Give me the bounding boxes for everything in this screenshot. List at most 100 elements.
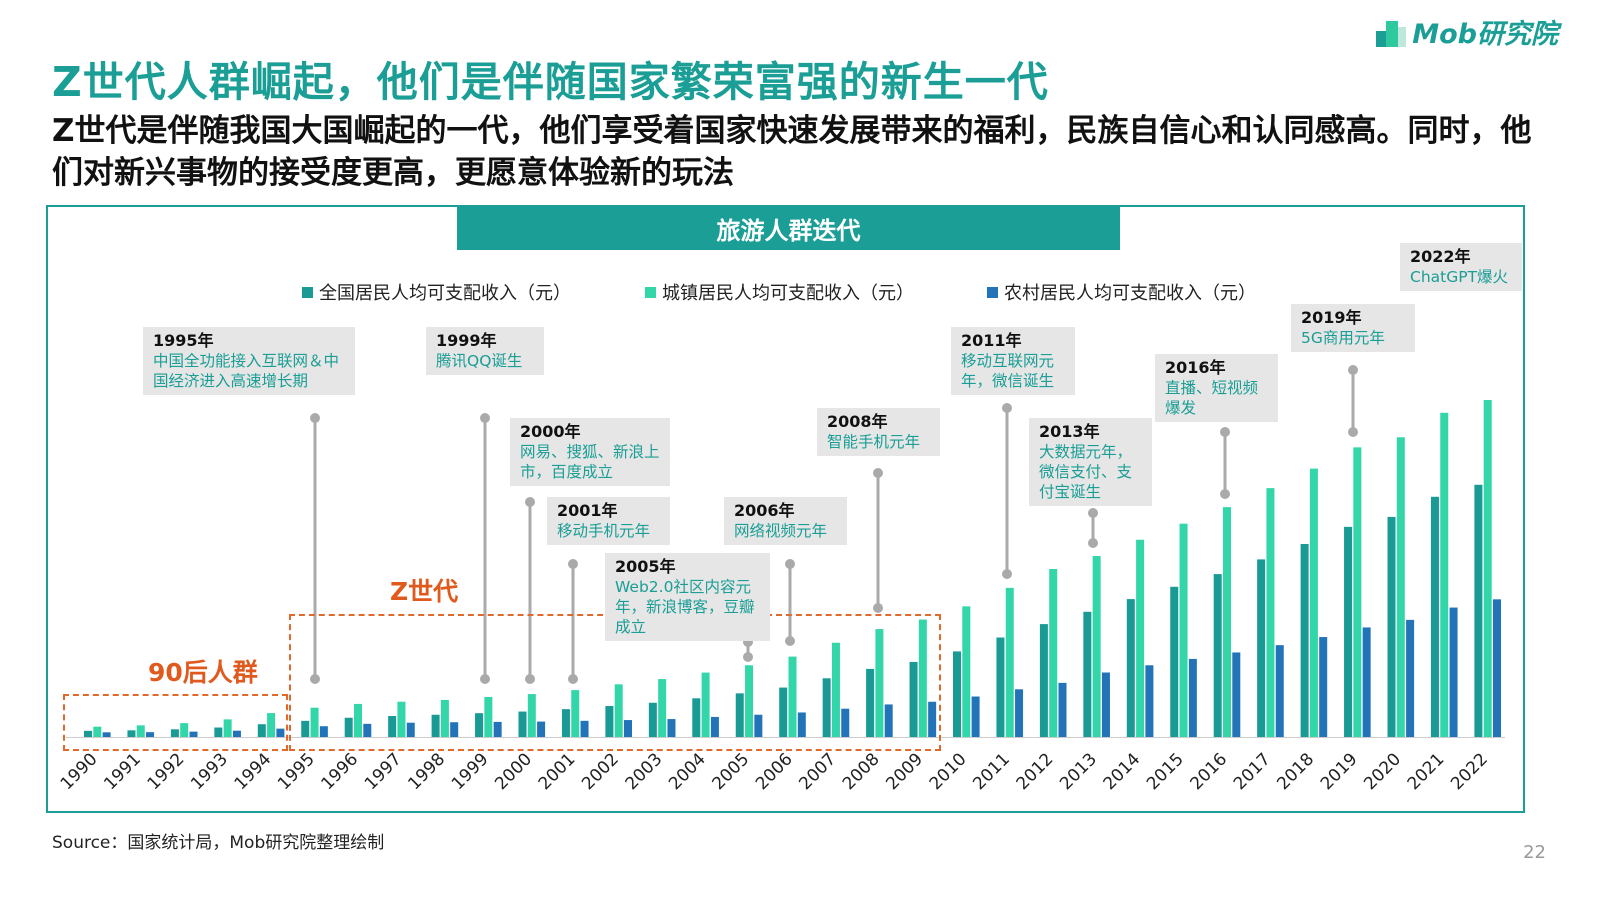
bar-rural-1991 [146,732,155,737]
pointer-dot [1088,508,1098,518]
bar-urban-2004 [701,672,710,737]
bar-urban-2022 [1483,400,1492,737]
bar-national-2007 [822,678,831,737]
bar-national-2005 [735,693,744,737]
x-tick-label: 2000 [491,749,536,794]
bar-national-2011 [996,637,1005,737]
annotation-text: 网易、搜狐、新浪上市，百度成立 [520,443,660,481]
bar-urban-1997 [397,701,406,737]
pointer-dot [1220,489,1230,499]
bar-rural-2022 [1493,599,1501,737]
bar-urban-2019 [1353,447,1362,737]
annotation-2011: 2011年 移动互联网元年，微信诞生 [951,327,1075,395]
annotation-text: 腾讯QQ诞生 [436,352,523,370]
bar-national-1996 [344,717,353,737]
bar-rural-2017 [1275,645,1284,737]
annotation-year: 2001年 [557,501,618,520]
group-label-90s: 90后人群 [148,658,258,687]
annotation-2019: 2019年 5G商用元年 [1291,304,1415,352]
x-tick-label: 2006 [752,749,797,794]
annotation-text: ChatGPT爆火 [1410,268,1509,286]
page-number: 22 [1523,842,1546,863]
pointer-dot [1088,538,1098,548]
bar-urban-1993 [223,719,232,737]
bar-national-2020 [1387,516,1396,737]
annotation-text: 移动手机元年 [557,522,651,540]
x-tick-label: 2011 [969,749,1014,794]
page-subtitle: Z世代是伴随我国大国崛起的一代，他们享受着国家快速发展带来的福利，民族自信心和认… [52,113,1532,191]
bar-national-1993 [214,727,223,737]
logo: Mob研究院 [1374,12,1558,51]
annotation-year: 2019年 [1301,308,1362,327]
bar-urban-1991 [136,725,145,737]
x-tick-label: 2016 [1186,749,1231,794]
bar-urban-2021 [1440,412,1449,737]
bar-rural-2004 [710,716,719,737]
group-label-gen-z: Z世代 [390,577,459,606]
bar-national-1992 [170,729,179,737]
bar-urban-2002 [614,684,623,737]
bar-rural-1994 [276,728,285,737]
page-title: Z世代人群崛起，他们是伴随国家繁荣富强的新生一代 [52,58,1049,106]
chart-title: 旅游人群迭代 [457,207,1120,250]
x-tick-label: 2014 [1100,749,1145,794]
bar-rural-2005 [754,714,763,737]
bar-urban-2015 [1179,523,1188,737]
x-tick-label: 2013 [1056,749,1101,794]
bar-national-2013 [1083,611,1092,737]
annotation-1995: 1995年 中国全功能接入互联网＆中国经济进入高速增长期 [143,327,355,395]
pointer-dot [785,559,795,569]
pointer-dot [785,636,795,646]
bar-national-2008 [866,668,875,737]
x-tick-label: 1997 [361,749,406,794]
bar-urban-2020 [1396,437,1405,737]
bar-national-2019 [1344,526,1353,737]
source-note: Source：国家统计局，Mob研究院整理绘制 [52,833,385,853]
legend-swatch [987,286,998,298]
bar-urban-2012 [1049,569,1058,737]
bar-rural-2020 [1406,619,1415,737]
bar-national-2006 [779,687,788,737]
bar-national-2001 [561,709,570,737]
annotation-text: 直播、短视频爆发 [1165,379,1259,417]
legend-label: 农村居民人均可支配收入（元） [1004,283,1256,304]
x-tick-label: 2010 [926,749,971,794]
bar-rural-2002 [624,720,632,737]
bar-urban-2010 [962,606,971,737]
bar-national-1990 [84,730,92,737]
bar-urban-1990 [93,726,102,737]
bar-national-1991 [127,730,136,737]
x-tick-label: 2002 [578,749,623,794]
legend-item-urban: 城镇居民人均可支配收入（元） [645,279,914,305]
bar-urban-2005 [745,665,754,737]
bar-rural-2008 [884,704,893,737]
bar-rural-1996 [363,723,372,737]
bar-national-2017 [1257,559,1266,737]
annotation-year: 2008年 [827,412,888,431]
x-tick-label: 2020 [1360,749,1405,794]
bar-urban-2011 [1005,587,1014,737]
annotation-year: 1995年 [153,331,214,350]
x-tick-label: 2015 [1143,749,1188,794]
chart-frame [46,205,1525,813]
legend-item-national: 全国居民人均可支配收入（元） [302,279,571,305]
bar-national-1994 [257,724,266,737]
x-tick-label: 2012 [1013,749,1058,794]
bar-rural-2019 [1362,627,1371,737]
annotation-year: 2013年 [1039,422,1100,441]
x-tick-label: 1991 [100,749,145,794]
annotation-text: 大数据元年，微信支付、支付宝诞生 [1039,443,1133,501]
legend-item-rural: 农村居民人均可支配收入（元） [987,279,1256,305]
bar-national-2002 [605,706,614,737]
pointer-dot [873,603,883,613]
bar-rural-2021 [1449,607,1458,737]
bar-national-2012 [1039,624,1048,737]
bar-national-2000 [518,711,527,737]
bar-urban-1994 [267,713,276,737]
bar-rural-1997 [406,722,415,737]
annotation-2001: 2001年移动手机元年 [547,497,670,545]
x-tick-label: 2008 [839,749,884,794]
annotation-2022: 2022年 ChatGPT爆火 [1400,243,1522,291]
bar-rural-2012 [1058,682,1067,737]
bar-urban-2001 [571,690,580,737]
